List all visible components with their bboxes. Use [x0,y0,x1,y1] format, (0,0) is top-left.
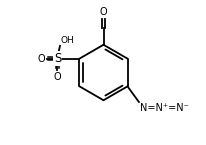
Text: O: O [53,72,61,82]
Text: S: S [54,52,61,65]
Text: O: O [99,7,107,17]
Text: OH: OH [60,36,74,45]
Text: S: S [54,52,61,65]
Text: N=N⁺=N⁻: N=N⁺=N⁻ [139,103,187,113]
Text: O: O [37,54,44,64]
